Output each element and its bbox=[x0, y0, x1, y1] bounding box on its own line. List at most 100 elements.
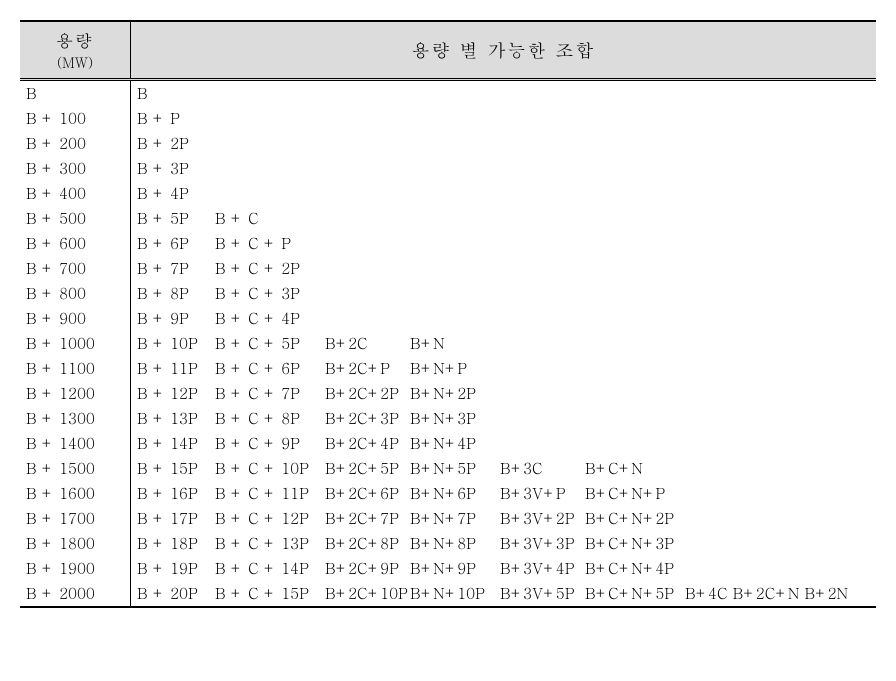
table-row: B + 1200B + 12PB + C + 7PB+2C+2PB+N+2P bbox=[20, 381, 876, 406]
combo-item: B+3V+P bbox=[500, 483, 585, 504]
table-row: B + 600B + 6PB + C + P bbox=[20, 231, 876, 256]
capacity-cell: B + 1400 bbox=[20, 431, 131, 456]
table-row: B + 1000B + 10PB + C + 5PB+2CB+N bbox=[20, 331, 876, 356]
combinations-cell: B + 3P bbox=[131, 156, 877, 181]
combinations-cell: B + 18PB + C + 13PB+2C+8PB+N+8PB+3V+3PB+… bbox=[131, 531, 877, 556]
capacity-cell: B + 1700 bbox=[20, 506, 131, 531]
combo-item: B + C + 13P bbox=[215, 533, 325, 554]
combo-item: B+N bbox=[410, 333, 500, 354]
table-row: B + 100B + P bbox=[20, 106, 876, 131]
combo-item: B + C + 15P bbox=[215, 583, 325, 604]
combinations-cell: B + 5PB + C bbox=[131, 206, 877, 231]
table-row: B + 1500B + 15PB + C + 10PB+2C+5PB+N+5PB… bbox=[20, 456, 876, 481]
capacity-cell: B + 1900 bbox=[20, 556, 131, 581]
combo-item: B+N+5P bbox=[410, 458, 500, 479]
table-header-row: 용량 (MW) 용량 별 가능한 조합 bbox=[20, 21, 876, 80]
combo-item: B+2C+2P bbox=[325, 383, 410, 404]
combo-item: B+C+N+2P bbox=[585, 508, 685, 529]
table-row: B + 1300B + 13PB + C + 8PB+2C+3PB+N+3P bbox=[20, 406, 876, 431]
capacity-cell: B bbox=[20, 80, 131, 107]
header-combinations: 용량 별 가능한 조합 bbox=[131, 21, 877, 80]
combo-item: B+3V+3P bbox=[500, 533, 585, 554]
combo-item: B bbox=[137, 83, 215, 104]
capacity-cell: B + 800 bbox=[20, 281, 131, 306]
capacity-cell: B + 100 bbox=[20, 106, 131, 131]
combo-item: B + C + 3P bbox=[215, 283, 325, 304]
combo-item: B + C + 9P bbox=[215, 433, 325, 454]
capacity-combination-table: 용량 (MW) 용량 별 가능한 조합 BBB + 100B + PB + 20… bbox=[20, 20, 876, 608]
combinations-cell: B + 7PB + C + 2P bbox=[131, 256, 877, 281]
combo-item: B+C+N+4P bbox=[585, 558, 685, 579]
combo-item: B + 8P bbox=[137, 283, 215, 304]
header-capacity: 용량 (MW) bbox=[20, 21, 131, 80]
combo-item: B + 4P bbox=[137, 183, 215, 204]
capacity-cell: B + 2000 bbox=[20, 581, 131, 607]
combinations-cell: B + 15PB + C + 10PB+2C+5PB+N+5PB+3CB+C+N bbox=[131, 456, 877, 481]
combo-item: B + C + 14P bbox=[215, 558, 325, 579]
combo-item: B + C + P bbox=[215, 233, 325, 254]
combinations-cell: B + 2P bbox=[131, 131, 877, 156]
combinations-cell: B + 9PB + C + 4P bbox=[131, 306, 877, 331]
combo-item: B + 17P bbox=[137, 508, 215, 529]
capacity-cell: B + 700 bbox=[20, 256, 131, 281]
combo-item: B + 7P bbox=[137, 258, 215, 279]
header-capacity-label: 용량 bbox=[24, 28, 126, 52]
combo-item: B + 6P bbox=[137, 233, 215, 254]
combo-item: B+C+N+P bbox=[585, 483, 685, 504]
combo-item: B + 2P bbox=[137, 133, 215, 154]
combo-item: B+2C+3P bbox=[325, 408, 410, 429]
combinations-cell: B + 12PB + C + 7PB+2C+2PB+N+2P bbox=[131, 381, 877, 406]
table-row: B + 1800B + 18PB + C + 13PB+2C+8PB+N+8PB… bbox=[20, 531, 876, 556]
combo-item: B + 3P bbox=[137, 158, 215, 179]
combo-item: B + 9P bbox=[137, 308, 215, 329]
table-row: B + 1600B + 16PB + C + 11PB+2C+6PB+N+6PB… bbox=[20, 481, 876, 506]
combo-item: B+2C bbox=[325, 333, 410, 354]
combo-item: B+N+P bbox=[410, 358, 500, 379]
combo-item: B+N+7P bbox=[410, 508, 500, 529]
combo-item: B + C + 7P bbox=[215, 383, 325, 404]
capacity-cell: B + 1600 bbox=[20, 481, 131, 506]
combo-item: B + C + 12P bbox=[215, 508, 325, 529]
table-row: B + 1900B + 19PB + C + 14PB+2C+9PB+N+9PB… bbox=[20, 556, 876, 581]
combo-item: B + 19P bbox=[137, 558, 215, 579]
combo-item: B+2C+10P bbox=[325, 583, 410, 604]
capacity-cell: B + 1500 bbox=[20, 456, 131, 481]
combo-item: B+N+3P bbox=[410, 408, 500, 429]
combo-item: B + 14P bbox=[137, 433, 215, 454]
combo-item: B + C + 4P bbox=[215, 308, 325, 329]
table-row: B + 900B + 9PB + C + 4P bbox=[20, 306, 876, 331]
capacity-cell: B + 400 bbox=[20, 181, 131, 206]
combo-item: B+3V+4P bbox=[500, 558, 585, 579]
combinations-cell: B + 8PB + C + 3P bbox=[131, 281, 877, 306]
combo-item: B + 10P bbox=[137, 333, 215, 354]
combo-item: B + 12P bbox=[137, 383, 215, 404]
combinations-cell: B + 6PB + C + P bbox=[131, 231, 877, 256]
capacity-cell: B + 600 bbox=[20, 231, 131, 256]
table-row: B + 800B + 8PB + C + 3P bbox=[20, 281, 876, 306]
combo-item: B + C + 11P bbox=[215, 483, 325, 504]
table-row: B + 400 B + 4P bbox=[20, 181, 876, 206]
combo-item: B+3C bbox=[500, 458, 585, 479]
combo-item: B+C+N+3P bbox=[585, 533, 685, 554]
combo-item: B+3V+5P bbox=[500, 583, 585, 604]
capacity-cell: B + 200 bbox=[20, 131, 131, 156]
combinations-cell: B + 19PB + C + 14PB+2C+9PB+N+9PB+3V+4PB+… bbox=[131, 556, 877, 581]
combo-item: B + 15P bbox=[137, 458, 215, 479]
table-row: B + 300B + 3P bbox=[20, 156, 876, 181]
table-row: B + 500B + 5PB + C bbox=[20, 206, 876, 231]
combinations-cell: B + 17PB + C + 12PB+2C+7PB+N+7PB+3V+2PB+… bbox=[131, 506, 877, 531]
combinations-cell: B + 20PB + C + 15PB+2C+10PB+N+10PB+3V+5P… bbox=[131, 581, 877, 607]
combo-item: B+N+6P bbox=[410, 483, 500, 504]
combo-item: B+3V+2P bbox=[500, 508, 585, 529]
combo-item: B + C + 8P bbox=[215, 408, 325, 429]
combo-item: B + 13P bbox=[137, 408, 215, 429]
combo-item: B+2C+5P bbox=[325, 458, 410, 479]
combo-item: B+N+4P bbox=[410, 433, 500, 454]
combo-item: B + C + 6P bbox=[215, 358, 325, 379]
table-row: B + 1400B + 14PB + C + 9PB+2C+4PB+N+4P bbox=[20, 431, 876, 456]
capacity-cell: B + 1000 bbox=[20, 331, 131, 356]
combinations-cell: B + 10PB + C + 5PB+2CB+N bbox=[131, 331, 877, 356]
combo-item: B+2C+7P bbox=[325, 508, 410, 529]
combo-item: B + 11P bbox=[137, 358, 215, 379]
combo-item: B+N+8P bbox=[410, 533, 500, 554]
